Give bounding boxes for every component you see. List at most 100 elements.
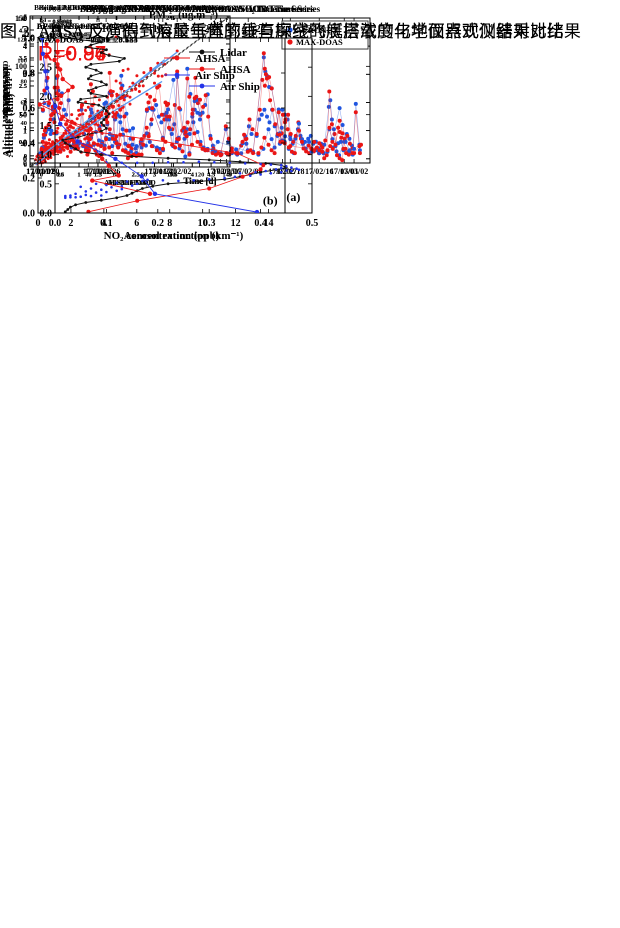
svg-text:4.5: 4.5 (19, 27, 28, 34)
svg-text:0: 0 (24, 153, 27, 160)
svg-text:5: 5 (24, 13, 28, 20)
svg-text:Beijing LP-DOAS HONO vs. MAX-D: Beijing LP-DOAS HONO vs. MAX-DOAS HONO T… (80, 4, 321, 14)
svg-text:0.5: 0.5 (19, 139, 28, 146)
svg-text:4: 4 (23, 42, 27, 51)
svg-text:17/02/16: 17/02/16 (305, 167, 333, 176)
svg-text:2.0: 2.0 (40, 92, 53, 103)
svg-text:3.5: 3.5 (169, 172, 178, 179)
svg-text:10: 10 (198, 218, 208, 229)
svg-text:0: 0 (24, 153, 27, 160)
svg-text:17/01/24: 17/01/24 (145, 167, 173, 176)
svg-text:100: 100 (17, 57, 27, 64)
svg-text:In-Situ HONO: In-Situ HONO (108, 179, 153, 187)
svg-text:120: 120 (195, 172, 205, 179)
svg-text:y = 0.831x + 8.7e-05: y = 0.831x + 8.7e-05 (40, 33, 91, 39)
svg-text:120: 120 (17, 36, 27, 43)
svg-text:4: 4 (191, 172, 195, 179)
svg-text:Altitude (km): Altitude (km) (1, 93, 13, 157)
svg-text:0: 0 (23, 155, 27, 164)
svg-text:140: 140 (17, 15, 27, 22)
svg-text:AOD: AOD (2, 80, 12, 101)
svg-text:0: 0 (24, 162, 27, 169)
svg-text:y = 1.03x + 0.000452: y = 1.03x + 0.000452 (40, 33, 92, 39)
svg-text:1: 1 (23, 126, 27, 135)
chart-aod-correlation: 00.511.522.533.544.5500.511.522.533.544.… (0, 0, 242, 190)
svg-text:0.5: 0.5 (56, 172, 65, 179)
svg-text:0.5: 0.5 (40, 179, 53, 190)
svg-text:0: 0 (36, 218, 41, 229)
svg-text:0.5: 0.5 (56, 172, 65, 179)
svg-text:3: 3 (23, 70, 27, 79)
svg-text:(a): (a) (286, 190, 300, 204)
svg-text:2.5: 2.5 (40, 63, 53, 74)
svg-text:1.5: 1.5 (94, 172, 103, 179)
svg-text:17/01/13: 17/01/13 (85, 167, 113, 176)
svg-text:R² = 0.9202: R² = 0.9202 (40, 20, 69, 26)
svg-text:80: 80 (141, 172, 148, 179)
svg-text:17/02/05: 17/02/05 (206, 167, 234, 176)
svg-text:MAX-DOAS =0.599 ± 0.683: MAX-DOAS =0.599 ± 0.683 (37, 35, 138, 45)
svg-text:8: 8 (167, 218, 172, 229)
svg-text:R² = 0.76361: R² = 0.76361 (40, 20, 72, 26)
svg-text:4: 4 (101, 218, 106, 229)
svg-text:1: 1 (77, 172, 80, 179)
svg-text:Lidar: Lidar (220, 47, 247, 59)
svg-text:0.8: 0.8 (23, 69, 36, 80)
svg-text:50: 50 (19, 110, 27, 119)
svg-text:MAX-DOAS HONO: MAX-DOAS HONO (2, 60, 10, 122)
svg-text:0.3: 0.3 (203, 218, 216, 229)
svg-text:80: 80 (21, 78, 28, 85)
svg-text:5: 5 (24, 13, 28, 20)
svg-text:5: 5 (23, 14, 27, 23)
svg-text:1: 1 (24, 125, 27, 132)
svg-text:Beijing In-situ NO₂ vs. MAX-DO: Beijing In-situ NO₂ vs. MAX-DOAS NO₂ Cor… (49, 4, 212, 12)
svg-text:4: 4 (24, 41, 28, 48)
svg-text:1:1: 1:1 (212, 28, 223, 37)
svg-text:17/01/20: 17/01/20 (31, 167, 59, 176)
svg-text:PM₂.₅ (ug.m⁻³): PM₂.₅ (ug.m⁻³) (149, 9, 218, 21)
svg-text:4: 4 (23, 42, 27, 51)
svg-text:40: 40 (85, 172, 92, 179)
svg-text:22: 22 (256, 24, 266, 35)
svg-text:17/02/09: 17/02/09 (234, 167, 262, 176)
svg-text:R² = 0.89048: R² = 0.89048 (40, 20, 72, 26)
svg-text:18: 18 (153, 24, 163, 35)
svg-text:1: 1 (23, 126, 27, 135)
svg-text:1:1: 1:1 (212, 19, 223, 28)
svg-text:17/03/02: 17/03/02 (340, 167, 368, 176)
svg-text:100: 100 (167, 172, 177, 179)
svg-text:20: 20 (21, 141, 28, 148)
svg-text:VMR [ppb]: VMR [ppb] (2, 68, 12, 113)
svg-text:60: 60 (113, 172, 120, 179)
svg-text:17/01/01: 17/01/01 (26, 167, 54, 176)
svg-text:AHSA: AHSA (195, 53, 226, 65)
svg-text:AERONET AOD: AERONET AOD (104, 179, 155, 187)
svg-text:17/02/06: 17/02/06 (212, 167, 240, 176)
svg-text:2.5: 2.5 (19, 83, 28, 90)
svg-text:LP-DOAS =0.555 ± 0.595: LP-DOAS =0.555 ± 0.595 (37, 21, 128, 31)
svg-text:4.5: 4.5 (19, 27, 28, 34)
svg-text:3: 3 (23, 70, 27, 79)
figure-3-caption: 图 3. AHSA 反演的气溶胶垂直廓线与探空飞艇搭载的化学仪器观测结果对比 (0, 22, 564, 41)
svg-text:5: 5 (23, 14, 27, 23)
svg-text:3.0: 3.0 (40, 34, 53, 45)
svg-text:2.5: 2.5 (132, 172, 141, 179)
svg-text:AERONET =0.583 ± 0.638: AERONET =0.583 ± 0.638 (37, 21, 133, 31)
svg-text:0.5: 0.5 (306, 218, 319, 229)
svg-text:20: 20 (57, 172, 64, 179)
svg-text:3: 3 (153, 172, 157, 179)
svg-text:Beijing LP-DOAS HONO vs. MAX-D: Beijing LP-DOAS HONO vs. MAX-DOAS HONO C… (34, 4, 226, 12)
svg-text:AERONET: AERONET (296, 25, 338, 35)
svg-text:17/01/25: 17/01/25 (149, 167, 177, 176)
svg-text:1: 1 (77, 172, 80, 179)
svg-text:14: 14 (264, 218, 274, 229)
svg-text:Beijing AERONET AOD vs. MAX-DO: Beijing AERONET AOD vs. MAX-DOAS AOD Cor… (39, 4, 221, 12)
svg-text:1.5: 1.5 (40, 121, 53, 132)
svg-text:0.4: 0.4 (23, 139, 36, 150)
svg-text:AHSA: AHSA (220, 64, 251, 76)
svg-text:1.0: 1.0 (40, 150, 53, 161)
svg-text:150: 150 (15, 14, 27, 23)
svg-text:2: 2 (24, 97, 27, 104)
svg-text:17/01/12: 17/01/12 (83, 167, 111, 176)
